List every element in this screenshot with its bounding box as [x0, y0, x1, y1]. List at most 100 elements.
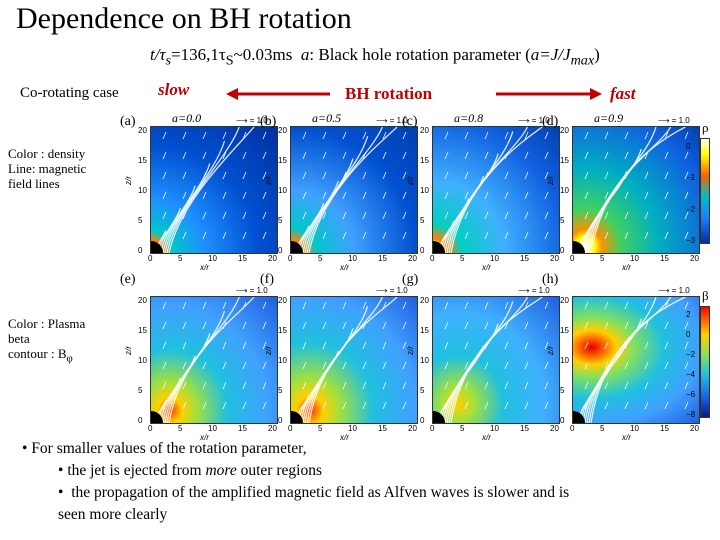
- legend-line: Color : density: [8, 146, 86, 161]
- right-arrowhead-icon: [590, 88, 602, 100]
- velocity-vector: [584, 301, 589, 310]
- x-tick-label: 5: [460, 424, 465, 433]
- velocity-vector: [684, 131, 689, 140]
- beta-colorbar-symbol: β: [702, 288, 709, 303]
- velocity-vector: [242, 191, 247, 200]
- velocity-vector: [664, 171, 669, 180]
- velocity-vector: [402, 151, 407, 160]
- y-tick-label: 10: [278, 356, 287, 365]
- colorbar-tick: 0: [686, 142, 691, 151]
- rotation-parameter-label: a=0.8: [454, 111, 484, 125]
- beta-panel: [572, 296, 700, 424]
- velocity-vector: [362, 401, 367, 410]
- x-tick-label: 5: [600, 424, 605, 433]
- rotation-parameter-label: a=0.5: [312, 111, 342, 125]
- field-line: [446, 301, 514, 423]
- x-axis-label: x/r: [622, 433, 631, 442]
- velocity-vector: [342, 321, 347, 330]
- velocity-vector: [222, 151, 227, 160]
- velocity-vector: [524, 131, 529, 140]
- velocity-vector: [162, 231, 167, 240]
- velocity-vector: [402, 211, 407, 220]
- x-tick-label: 15: [660, 254, 669, 263]
- x-tick-label: 15: [238, 254, 247, 263]
- beta-panel: [290, 296, 418, 424]
- x-tick-label: 15: [378, 254, 387, 263]
- velocity-vector: [444, 231, 449, 240]
- x-tick-label: 5: [178, 254, 183, 263]
- velocity-vector: [202, 191, 207, 200]
- velocity-vector: [624, 301, 629, 310]
- bullet-subitem-cont: seen more clearly: [58, 506, 168, 523]
- density-panel: [572, 126, 700, 254]
- velocity-vector: [322, 341, 327, 350]
- velocity-vector: [322, 171, 327, 180]
- velocity-vector: [302, 191, 307, 200]
- field-line: [450, 127, 543, 253]
- magnetic-field-lines: [433, 127, 549, 253]
- velocity-vector: [222, 231, 227, 240]
- x-axis-label: x/r: [340, 263, 349, 272]
- panel-label: (b): [260, 114, 277, 129]
- velocity-vector: [444, 211, 449, 220]
- velocity-reference: ⟶ = 1.0: [658, 286, 690, 295]
- panel-label: (a): [120, 114, 136, 129]
- legend-line: contour : Bφ: [8, 346, 73, 365]
- y-tick-label: 10: [420, 186, 429, 195]
- velocity-vector: [222, 321, 227, 330]
- velocity-vector: [464, 401, 469, 410]
- velocity-vector: [644, 361, 649, 370]
- velocity-vector: [322, 301, 327, 310]
- velocity-vector: [162, 171, 167, 180]
- y-axis-label: z/r: [405, 176, 415, 185]
- velocity-vector: [584, 361, 589, 370]
- y-tick-label: 15: [278, 326, 287, 335]
- y-tick-label: 10: [138, 186, 147, 195]
- y-tick-label: 5: [420, 216, 425, 225]
- velocity-vector: [684, 211, 689, 220]
- velocity-vector: [624, 381, 629, 390]
- velocity-vector: [464, 191, 469, 200]
- field-line: [584, 148, 642, 253]
- field-line: [308, 297, 398, 423]
- legend-line: field lines: [8, 176, 60, 191]
- field-line: [304, 136, 369, 253]
- x-tick-label: 15: [520, 424, 529, 433]
- velocity-vector: [684, 381, 689, 390]
- velocity-vector: [362, 191, 367, 200]
- velocity-vector: [684, 151, 689, 160]
- velocity-vector: [342, 401, 347, 410]
- field-line: [304, 306, 369, 423]
- y-tick-label: 0: [560, 246, 565, 255]
- velocity-vector: [302, 171, 307, 180]
- velocity-vector: [162, 211, 167, 220]
- velocity-vector: [684, 191, 689, 200]
- y-axis-label: z/r: [263, 176, 273, 185]
- velocity-vector: [484, 131, 489, 140]
- velocity-vector: [664, 401, 669, 410]
- velocity-vector: [202, 401, 207, 410]
- field-line: [168, 127, 255, 253]
- fast-label: fast: [610, 84, 636, 103]
- y-tick-label: 15: [278, 156, 287, 165]
- velocity-vector: [504, 191, 509, 200]
- velocity-vector: [664, 211, 669, 220]
- velocity-vector: [524, 211, 529, 220]
- black-hole-icon: [433, 411, 445, 423]
- velocity-vector: [182, 321, 187, 330]
- velocity-vector: [624, 401, 629, 410]
- velocity-vector: [242, 341, 247, 350]
- velocity-vector: [684, 171, 689, 180]
- x-tick-label: 20: [408, 424, 417, 433]
- y-tick-label: 0: [278, 416, 283, 425]
- velocity-vector: [624, 191, 629, 200]
- velocity-vector: [182, 381, 187, 390]
- density-colorbar-symbol: ρ: [702, 120, 709, 135]
- panel-label: (f): [260, 272, 274, 287]
- y-tick-label: 20: [278, 296, 287, 305]
- velocity-vector: [182, 131, 187, 140]
- x-axis-label: x/r: [200, 433, 209, 442]
- velocity-vector: [382, 171, 387, 180]
- velocity-vector: [382, 361, 387, 370]
- velocity-vector: [342, 231, 347, 240]
